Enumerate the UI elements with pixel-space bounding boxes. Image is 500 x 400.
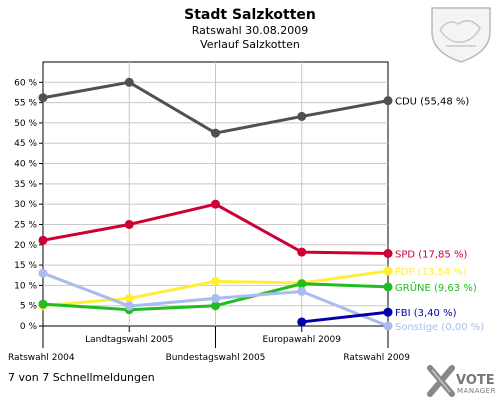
y-tick-label: 40 %	[14, 160, 37, 170]
x-tick-label: Ratswahl 2004	[8, 353, 75, 363]
logo-manager-text: MANAGER	[457, 387, 496, 395]
data-point	[383, 249, 393, 259]
x-tick-label: Europawahl 2009	[263, 335, 342, 345]
data-point	[297, 247, 307, 257]
data-point	[38, 235, 48, 245]
data-point	[38, 268, 48, 278]
data-point	[297, 279, 307, 289]
chart-subtitle-region: Verlauf Salzkotten	[200, 38, 300, 51]
x-tick-label: Ratswahl 2009	[343, 353, 410, 363]
data-point	[297, 286, 307, 296]
y-tick-label: 5 %	[20, 302, 38, 312]
data-point	[38, 299, 48, 309]
chart-title: Stadt Salzkotten	[184, 7, 316, 23]
y-tick-label: 25 %	[14, 220, 37, 230]
y-tick-label: 55 %	[14, 99, 37, 109]
data-point	[383, 266, 393, 276]
data-point	[211, 293, 220, 303]
data-point	[124, 301, 134, 311]
y-tick-label: 0 %	[20, 322, 38, 332]
data-point	[383, 307, 393, 317]
data-point	[383, 321, 393, 331]
series-end-label: GRÜNE (9,63 %)	[395, 281, 477, 294]
data-point	[211, 128, 220, 138]
chart-subtitle-date: Ratswahl 30.08.2009	[192, 24, 308, 37]
series-end-label: FDP (13,54 %)	[395, 267, 467, 278]
y-tick-label: 50 %	[14, 119, 37, 129]
series-line-fbi	[301, 310, 389, 324]
footer-text: 7 von 7 Schnellmeldungen	[8, 371, 155, 384]
y-tick-label: 30 %	[14, 200, 37, 210]
series-end-label: CDU (55,48 %)	[395, 97, 469, 108]
series-end-label: FBI (3,40 %)	[395, 308, 457, 319]
data-point	[383, 282, 393, 292]
y-tick-label: 45 %	[14, 139, 37, 149]
data-point	[383, 96, 393, 106]
y-tick-label: 10 %	[14, 281, 37, 291]
data-point	[297, 111, 307, 121]
y-tick-label: 20 %	[14, 241, 37, 251]
y-tick-label: 60 %	[14, 78, 37, 88]
data-point	[124, 77, 134, 87]
series-end-label: SPD (17,85 %)	[395, 250, 467, 261]
data-point	[211, 301, 220, 311]
data-point	[38, 93, 48, 103]
data-point	[297, 317, 307, 327]
y-tick-label: 15 %	[14, 261, 37, 271]
x-tick-label: Landtagswahl 2005	[85, 335, 173, 345]
series-end-label: Sonstige (0,00 %)	[395, 322, 484, 333]
coat-of-arms-icon	[431, 7, 491, 63]
logo-vote-text: VOTE	[456, 373, 495, 388]
data-point	[124, 293, 134, 303]
x-tick-label: Bundestagswahl 2005	[166, 353, 266, 363]
data-point	[211, 276, 220, 286]
y-tick-label: 35 %	[14, 180, 37, 190]
data-point	[124, 219, 134, 229]
vote-manager-x-icon	[427, 365, 455, 397]
data-point	[211, 199, 220, 209]
